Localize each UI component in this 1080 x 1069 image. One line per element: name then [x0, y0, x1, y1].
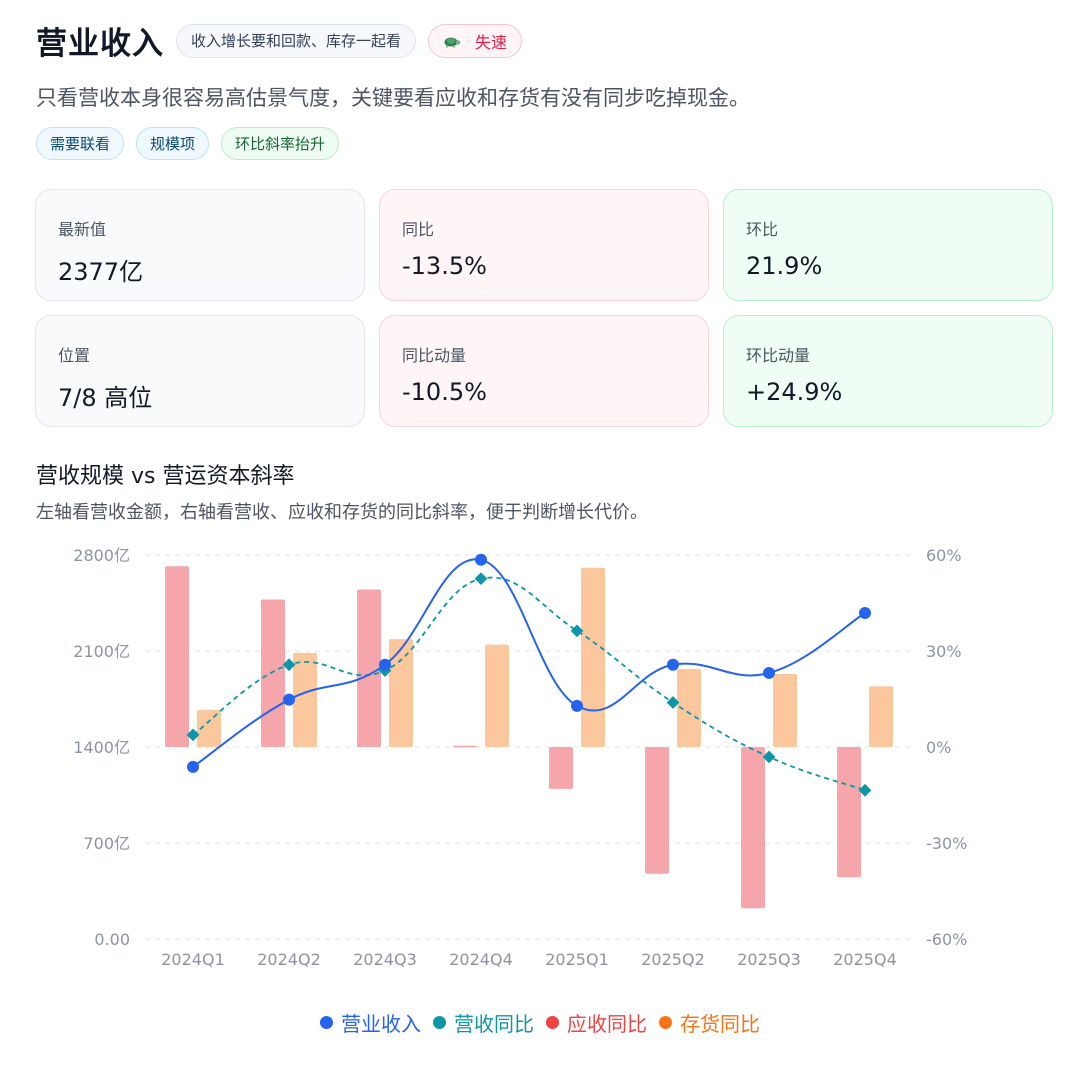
tag-qoq-slope-up: 环比斜率抬升 [221, 127, 340, 160]
x-tick-label: 2024Q2 [257, 950, 321, 969]
inventory-yoy-bar [581, 567, 605, 747]
y-left-tick-label: 0.00 [94, 930, 130, 949]
receivables-yoy-bar [837, 747, 861, 878]
legend-dot-icon [546, 1016, 559, 1029]
legend-dot-icon [320, 1016, 333, 1029]
metric-value: 21.9% [746, 252, 823, 280]
revenue-point [187, 760, 199, 773]
legend-item-revenue[interactable]: 营业收入 [320, 1008, 421, 1037]
inventory-yoy-bar [677, 668, 701, 747]
legend-item-revenue-yoy[interactable]: 营收同比 [433, 1008, 534, 1037]
inventory-yoy-bar [773, 674, 797, 747]
revenue-working-capital-chart: 0.00 -60% 700亿 -30% 1400亿 0% 2100亿 30% 2800亿 60% 2… [73, 546, 967, 969]
x-tick-label: 2025Q1 [545, 950, 609, 969]
metric-label: 同比 [402, 220, 435, 239]
revenue-line [192, 558, 866, 768]
receivables-yoy-bar [357, 589, 381, 747]
y-right-tick-label: 60% [926, 546, 962, 565]
y-right-tick-label: 30% [926, 642, 962, 661]
legend-dot-icon [659, 1016, 672, 1029]
chart-legend: 营业收入 营收同比 应收同比 存货同比 [0, 1008, 1080, 1037]
legend-dot-icon [433, 1016, 446, 1029]
x-tick-label: 2024Q3 [353, 950, 417, 969]
legend-label: 营业收入 [341, 1012, 421, 1036]
status-label: 失速 [475, 32, 508, 52]
metric-value: +24.9% [746, 378, 843, 406]
metric-label: 位置 [58, 346, 91, 365]
revenue-point [859, 607, 871, 620]
inventory-yoy-bar [389, 639, 413, 747]
metric-cards: 最新值 2377亿 同比 -13.5% 环比 21.9% 位置 7/8 高位 同… [35, 189, 1053, 427]
status-badge: 失速 [428, 23, 523, 58]
turtle-icon [444, 37, 461, 48]
revenue-point [763, 666, 775, 679]
header: 营业收入 收入增长要和回款、库存一起看 失速 [36, 18, 523, 63]
metric-label: 最新值 [58, 220, 107, 239]
receivables-yoy-bar [165, 566, 189, 747]
metric-value: -13.5% [402, 252, 487, 280]
receivables-yoy-bar [261, 599, 285, 747]
metric-label: 环比动量 [746, 346, 811, 365]
page-title: 营业收入 [36, 26, 164, 62]
metric-card-yoy-momentum: 同比动量 -10.5% [379, 315, 709, 427]
metric-card-latest: 最新值 2377亿 [35, 189, 365, 301]
x-tick-label: 2024Q4 [449, 950, 513, 969]
receivables-yoy-bar [645, 747, 669, 874]
metric-value: -10.5% [402, 378, 487, 406]
tag-scale-item: 规模项 [136, 127, 210, 160]
x-tick-label: 2025Q2 [641, 950, 705, 969]
revenue-yoy-point [474, 572, 488, 586]
tag-list: 需要联看 规模项 环比斜率抬升 [36, 127, 351, 160]
inventory-yoy-bar [197, 709, 221, 747]
metric-card-yoy: 同比 -13.5% [379, 189, 709, 301]
metric-card-position: 位置 7/8 高位 [35, 315, 365, 427]
x-tick-label: 2025Q3 [737, 950, 801, 969]
inventory-yoy-bar [293, 652, 317, 747]
metric-card-qoq-momentum: 环比动量 +24.9% [723, 315, 1053, 427]
x-tick-label: 2025Q4 [833, 950, 897, 969]
tag-joint-view: 需要联看 [36, 127, 125, 160]
inventory-yoy-bar [485, 644, 509, 747]
metric-value: 2377亿 [58, 258, 144, 286]
receivables-yoy-bar [549, 747, 573, 789]
legend-label: 存货同比 [680, 1012, 760, 1036]
revenue-point [667, 658, 679, 671]
revenue-yoy-point [282, 658, 296, 672]
receivables-yoy-bar [453, 745, 477, 748]
chart-section-title: 营收规模 vs 营运资本斜率 [36, 464, 295, 489]
y-right-tick-label: -30% [926, 834, 967, 853]
page-description: 只看营收本身很容易高估景气度，关键要看应收和存货有没有同步吃掉现金。 [36, 86, 750, 110]
revenue-point [571, 699, 583, 712]
legend-item-receivables-yoy[interactable]: 应收同比 [546, 1008, 647, 1037]
receivables-yoy-bar [741, 747, 765, 909]
legend-label: 应收同比 [567, 1012, 647, 1036]
y-left-tick-label: 1400亿 [73, 738, 130, 757]
metric-value: 7/8 高位 [58, 384, 153, 412]
metric-card-qoq: 环比 21.9% [723, 189, 1053, 301]
chart-section-description: 左轴看营收金额，右轴看营收、应收和存货的同比斜率，便于判断增长代价。 [36, 502, 648, 523]
subtitle-pill: 收入增长要和回款、库存一起看 [176, 23, 417, 58]
revenue-yoy-point [186, 728, 200, 742]
metric-label: 同比动量 [402, 346, 467, 365]
y-left-tick-label: 2800亿 [73, 546, 130, 565]
legend-label: 营收同比 [454, 1012, 534, 1036]
metric-label: 环比 [746, 220, 779, 239]
inventory-yoy-bar [869, 686, 893, 747]
y-left-tick-label: 2100亿 [73, 642, 130, 661]
y-right-tick-label: 0% [926, 738, 951, 757]
y-right-tick-label: -60% [926, 930, 967, 949]
revenue-point [475, 553, 487, 566]
revenue-yoy-line [192, 576, 866, 792]
revenue-point [379, 658, 391, 671]
revenue-point [283, 693, 295, 706]
x-tick-label: 2024Q1 [161, 950, 225, 969]
legend-item-inventory-yoy[interactable]: 存货同比 [659, 1008, 760, 1037]
y-left-tick-label: 700亿 [83, 834, 130, 853]
